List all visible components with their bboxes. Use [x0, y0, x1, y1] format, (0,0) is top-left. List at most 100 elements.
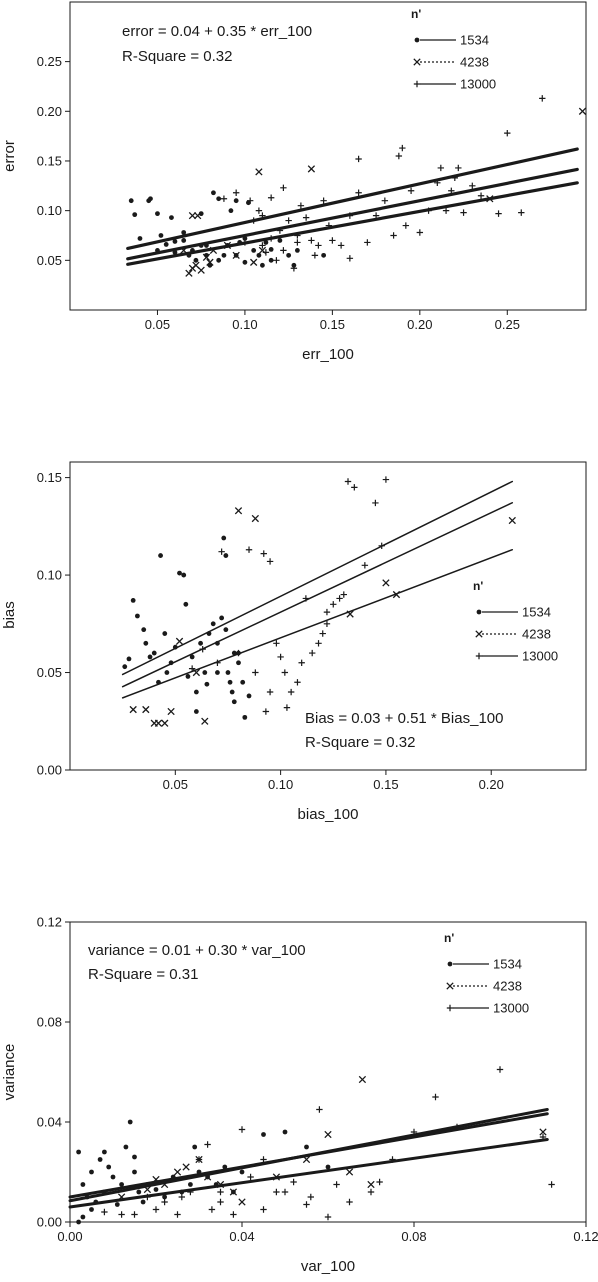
dot-point	[215, 670, 220, 675]
plus-point	[118, 1211, 125, 1218]
plus-point	[434, 179, 441, 187]
legend-label: 13000	[522, 649, 558, 664]
plus-point	[316, 1106, 323, 1113]
dot-point	[177, 570, 182, 576]
plus-point	[161, 1198, 168, 1206]
plus-point	[238, 1126, 246, 1133]
dot-point	[155, 247, 160, 253]
dot-point	[193, 257, 199, 263]
y-axis-label: bias	[1, 601, 18, 629]
plus-point	[442, 207, 450, 214]
regression-line	[121, 501, 514, 688]
plus-point	[455, 164, 462, 172]
dot-point	[261, 1132, 266, 1137]
x-point	[142, 705, 150, 714]
y-tick-label: 0.04	[37, 1115, 62, 1130]
y-axis-label: variance	[1, 1044, 18, 1101]
dot-point	[137, 236, 143, 241]
plus-point	[323, 608, 331, 616]
dot-point	[164, 670, 170, 675]
y-tick-label: 0.15	[37, 153, 62, 168]
x-point	[203, 1173, 212, 1181]
plus-point	[496, 1066, 504, 1073]
x-point	[234, 507, 243, 515]
x-point	[358, 1075, 367, 1084]
plus-point	[399, 144, 406, 152]
x-tick-label: 0.05	[163, 777, 188, 792]
dot-point	[186, 252, 192, 258]
plus-point	[410, 1128, 418, 1136]
plus-point	[280, 184, 287, 191]
dot-point	[156, 679, 161, 685]
plus-point	[290, 265, 298, 272]
dot-point	[122, 664, 128, 670]
x-point	[392, 590, 401, 599]
x-point	[223, 241, 232, 250]
x-point	[180, 246, 188, 255]
x-point	[578, 107, 587, 115]
plus-point	[539, 95, 546, 102]
plus-point	[294, 239, 301, 246]
plus-point	[548, 1181, 555, 1188]
x-point	[185, 269, 193, 277]
plus-point	[351, 484, 358, 491]
dot-point	[80, 1214, 86, 1220]
x-tick-label: 0.08	[401, 1229, 426, 1244]
dot-point	[114, 1202, 120, 1207]
dot-point	[260, 262, 265, 268]
dot-point	[163, 242, 169, 247]
plus-point	[303, 1201, 310, 1208]
x-point	[160, 1180, 169, 1189]
plus-point	[230, 1211, 237, 1218]
x-point	[367, 1180, 375, 1189]
legend-marker	[476, 609, 482, 615]
dot-point	[136, 1189, 142, 1195]
plus-point	[281, 669, 289, 676]
plus-point	[504, 129, 511, 137]
plus-point	[309, 649, 316, 657]
dot-point	[256, 252, 262, 258]
plus-point	[395, 152, 403, 160]
plus-point	[217, 1198, 224, 1206]
dot-point	[219, 615, 225, 621]
plus-point	[355, 155, 362, 163]
x-point	[202, 253, 211, 262]
plus-point	[437, 164, 445, 172]
legend-label: 4238	[493, 979, 522, 994]
x-point	[117, 1193, 126, 1201]
dot-point	[231, 699, 237, 705]
y-axis-label: error	[1, 140, 18, 172]
x-tick-label: 0.10	[268, 777, 293, 792]
legend-title: n'	[473, 579, 483, 593]
plus-point	[518, 209, 525, 216]
dot-point	[170, 1174, 176, 1180]
legend-marker	[447, 961, 453, 967]
plus-point	[355, 189, 362, 196]
x-point	[167, 707, 175, 716]
variance-chart: 0.00 0.04 0.08 0.12 0.00 0.04 0.08 0.12 var_10…	[1, 915, 598, 1276]
plus-point	[381, 197, 389, 204]
y-tick-label: 0.15	[37, 470, 62, 485]
x-point	[143, 1185, 152, 1194]
dot-point	[282, 1129, 288, 1135]
data-points	[128, 95, 587, 277]
legend-marker	[446, 1004, 454, 1012]
dot-point	[162, 1194, 168, 1200]
legend-marker	[413, 58, 421, 66]
dot-point	[304, 1144, 309, 1150]
x-point	[250, 258, 258, 266]
dot-point	[198, 243, 204, 248]
dot-point	[227, 679, 233, 685]
fit-line-upper	[68, 1108, 549, 1203]
x-axis-ticks: 0.05 0.10 0.15 0.20 0.25	[145, 310, 520, 332]
plus-point	[315, 640, 322, 647]
plus-point	[187, 1188, 194, 1196]
x-point	[129, 705, 137, 714]
plus-point	[376, 1178, 383, 1186]
dot-point	[172, 239, 178, 244]
plus-point	[214, 659, 221, 666]
plus-point	[451, 174, 459, 182]
dot-point	[126, 656, 132, 662]
dot-point	[148, 196, 153, 202]
r-square-label: R-Square = 0.31	[88, 966, 199, 983]
